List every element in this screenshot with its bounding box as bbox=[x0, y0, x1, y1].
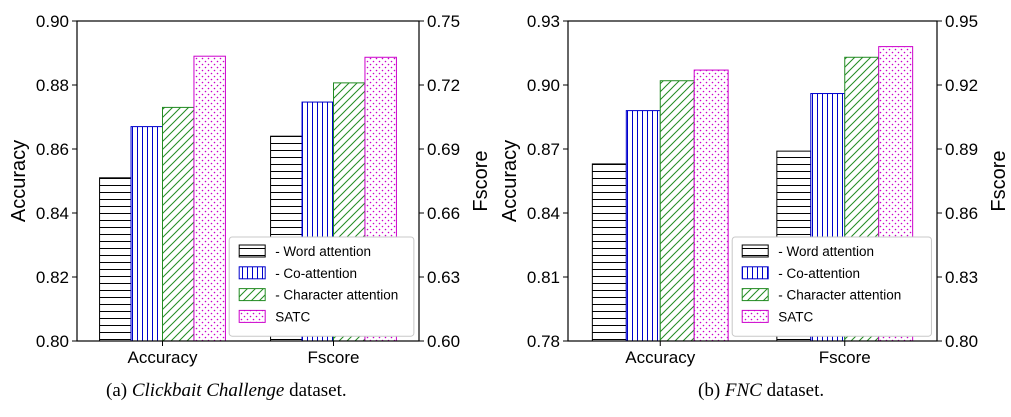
bar-word-attention-accuracy bbox=[591, 163, 627, 342]
legend-swatch-character-attention bbox=[238, 288, 266, 302]
y-tick-label: 0.82 bbox=[36, 268, 69, 287]
caption-a-suffix: dataset. bbox=[289, 380, 347, 401]
y2-tick-label: 0.75 bbox=[427, 12, 460, 31]
x-tick-label: Fscore bbox=[308, 348, 360, 367]
legend-label-word-attention: - Word attention bbox=[778, 244, 874, 259]
caption-a-dataset: Clickbait Challenge bbox=[131, 380, 285, 401]
y2-tick-label: 0.95 bbox=[945, 12, 978, 31]
caption-a: (a) Clickbait Challenge dataset. bbox=[106, 380, 347, 402]
y-tick-label: 0.86 bbox=[36, 140, 69, 159]
y2-tick-label: 0.72 bbox=[427, 76, 460, 95]
chart-panel-b: - Word attention - Co-attention - Characte… bbox=[499, 12, 1010, 367]
y2-tick-label: 0.92 bbox=[945, 76, 978, 95]
legend-swatch-character-attention bbox=[741, 288, 769, 302]
y2-axis-label: Fscore bbox=[988, 150, 1010, 211]
y2-axis-label: Fscore bbox=[470, 150, 492, 211]
y2-tick-label: 0.60 bbox=[427, 332, 460, 351]
y-tick-label: 0.81 bbox=[527, 268, 560, 287]
y2-tick-label: 0.80 bbox=[945, 332, 978, 351]
y-tick-label: 0.78 bbox=[527, 332, 560, 351]
y-tick-label: 0.93 bbox=[527, 12, 560, 31]
y2-tick-label: 0.83 bbox=[945, 268, 978, 287]
y2-tick-label: 0.66 bbox=[427, 204, 460, 223]
caption-b: (b) FNC dataset. bbox=[698, 380, 824, 402]
legend-label-character-attention: - Character attention bbox=[778, 288, 901, 303]
legend-label-co-attention: - Co-attention bbox=[778, 266, 860, 281]
y2-tick-label: 0.69 bbox=[427, 140, 460, 159]
legend-swatch-word-attention bbox=[741, 244, 769, 258]
bar-co-attention-accuracy bbox=[625, 110, 661, 342]
y2-tick-label: 0.86 bbox=[945, 204, 978, 223]
y-axis-label: Accuracy bbox=[8, 140, 30, 222]
y-tick-label: 0.88 bbox=[36, 76, 69, 95]
legend-swatch-satc bbox=[741, 309, 769, 323]
legend-box bbox=[731, 236, 932, 337]
caption-b-suffix: dataset. bbox=[766, 380, 825, 401]
chart-panel-a: - Word attention - Co-attention - Characte… bbox=[8, 12, 492, 367]
bar-word-attention-accuracy bbox=[99, 177, 132, 342]
legend-label-word-attention: - Word attention bbox=[275, 244, 371, 259]
legend-swatch-co-attention bbox=[238, 266, 266, 280]
y-tick-label: 0.90 bbox=[527, 76, 560, 95]
y-tick-label: 0.84 bbox=[36, 204, 69, 223]
plot-frame bbox=[76, 20, 420, 342]
y-tick-label: 0.90 bbox=[36, 12, 69, 31]
legend-swatch-satc bbox=[238, 309, 266, 323]
y2-tick-label: 0.63 bbox=[427, 268, 460, 287]
legend-label-satc: SATC bbox=[778, 309, 813, 324]
legend-box bbox=[228, 236, 415, 337]
y-axis-label: Accuracy bbox=[499, 140, 521, 222]
x-tick-label: Fscore bbox=[819, 348, 871, 367]
bar-co-attention-accuracy bbox=[130, 126, 163, 342]
y-tick-label: 0.84 bbox=[527, 204, 560, 223]
x-tick-label: Accuracy bbox=[625, 348, 695, 367]
plot-frame bbox=[567, 20, 938, 342]
bar-satc-accuracy bbox=[693, 69, 729, 342]
caption-b-dataset: FNC bbox=[724, 380, 762, 401]
legend-label-character-attention: - Character attention bbox=[275, 288, 398, 303]
bar-character-attention-accuracy bbox=[659, 80, 695, 342]
legend-label-satc: SATC bbox=[275, 309, 310, 324]
y-tick-label: 0.87 bbox=[527, 140, 560, 159]
x-tick-label: Accuracy bbox=[128, 348, 198, 367]
legend-swatch-co-attention bbox=[741, 266, 769, 280]
bar-satc-accuracy bbox=[193, 55, 226, 342]
caption-b-prefix: (b) bbox=[698, 380, 721, 401]
caption-a-prefix: (a) bbox=[106, 380, 128, 401]
legend-label-co-attention: - Co-attention bbox=[275, 266, 357, 281]
y-tick-label: 0.80 bbox=[36, 332, 69, 351]
y2-tick-label: 0.89 bbox=[945, 140, 978, 159]
legend-swatch-word-attention bbox=[238, 244, 266, 258]
bar-character-attention-accuracy bbox=[162, 106, 195, 342]
